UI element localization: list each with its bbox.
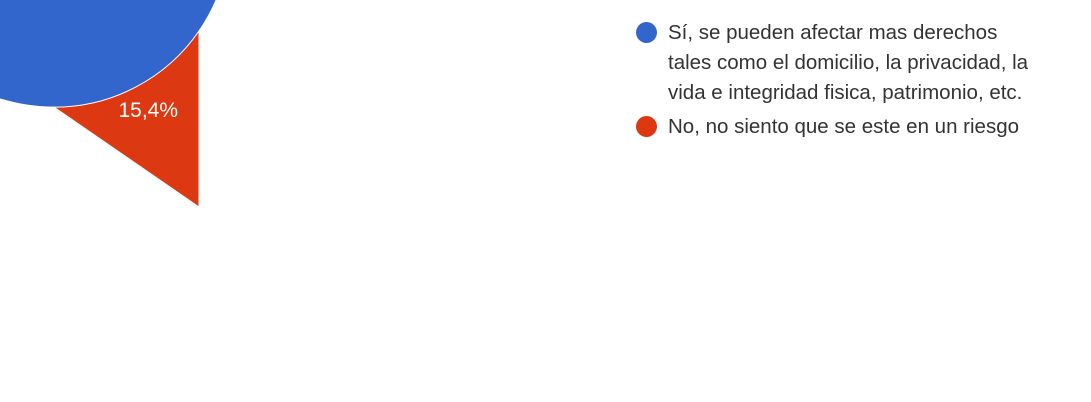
legend-item-0[interactable]: Sí, se pueden afectar mas derechos tales …: [636, 18, 1088, 108]
pie-plot-area: 84,6% 15,4%: [0, 0, 280, 315]
legend-swatch-icon: [636, 116, 657, 137]
legend-label: Sí, se pueden afectar mas derechos tales …: [668, 21, 1029, 104]
pie-slice-1[interactable]: [52, 29, 200, 208]
pie-slice-0-value-label: 84,6%: [220, 292, 280, 315]
pie-slice-1-value-label: 15,4%: [118, 99, 178, 122]
legend-item-1[interactable]: No, no siento que se este en un riesgo: [636, 112, 1088, 142]
chart-legend: Sí, se pueden afectar mas derechos tales …: [636, 18, 1088, 146]
legend-swatch-icon: [636, 22, 657, 43]
legend-label: No, no siento que se este en un riesgo: [668, 115, 1020, 138]
